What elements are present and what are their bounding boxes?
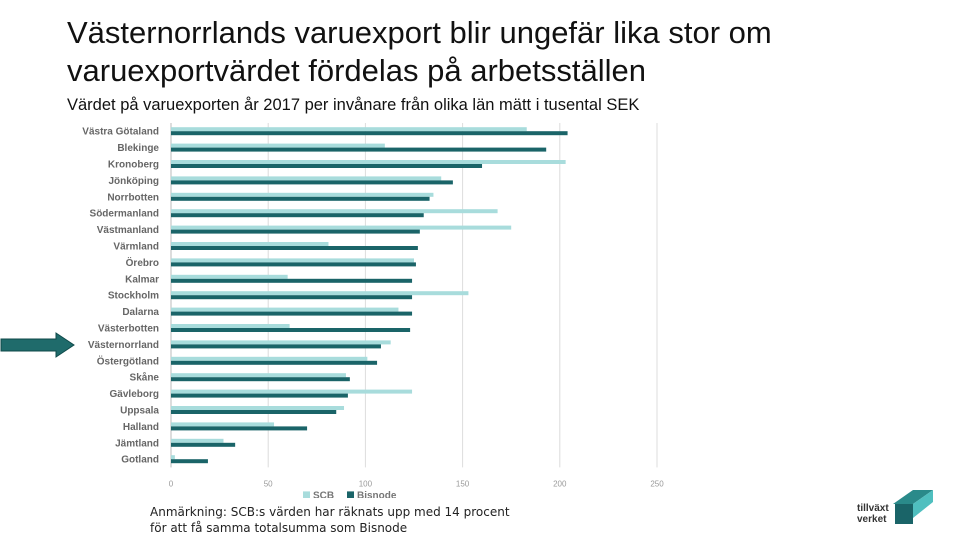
bar-scb — [171, 225, 512, 230]
x-tick-label: 100 — [359, 479, 373, 488]
category-label: Dalarna — [122, 307, 159, 318]
x-tick-label: 150 — [456, 479, 470, 488]
bar-bisnode — [171, 459, 208, 464]
bar-scb — [171, 291, 469, 296]
category-label: Örebro — [126, 256, 159, 269]
bar-bisnode — [171, 278, 413, 283]
logo-mark-icon — [893, 490, 933, 524]
bar-bisnode — [171, 442, 236, 447]
legend-swatch-scb — [303, 491, 310, 498]
bar-scb — [171, 258, 414, 263]
bar-scb — [171, 143, 385, 148]
category-label: Kronoberg — [108, 160, 159, 171]
arrow-shape — [0, 332, 75, 358]
category-label: Södermanland — [90, 209, 159, 220]
bar-bisnode — [171, 393, 348, 398]
legend-label-bisnode: Bisnode — [357, 490, 397, 498]
page-title: Västernorrlands varuexport blir ungefär … — [67, 15, 772, 88]
category-label: Östergötland — [97, 354, 159, 367]
category-label: Gävleborg — [110, 389, 159, 400]
bar-scb — [171, 455, 175, 460]
bar-scb — [171, 242, 329, 246]
bar-scb — [171, 160, 566, 164]
logo: tillväxt verket — [855, 488, 935, 528]
bar-bisnode — [171, 410, 337, 414]
x-tick-label: 50 — [264, 479, 273, 488]
bar-bisnode — [171, 131, 568, 136]
highlight-arrow-icon — [0, 332, 75, 358]
category-label: Skåne — [130, 372, 160, 384]
bar-scb — [171, 389, 413, 394]
category-label: Jämtland — [115, 438, 159, 449]
bar-bisnode — [171, 213, 424, 218]
x-tick-label: 250 — [650, 479, 664, 488]
bar-bisnode — [171, 344, 381, 349]
bar-bisnode — [171, 377, 350, 382]
bar-chart: 0 50 100 150 200 250 Västra Götaland Blekinge Kr… — [82, 123, 664, 498]
bar-scb — [171, 127, 527, 132]
category-label: Värmland — [113, 242, 159, 253]
bar-bisnode — [171, 328, 411, 332]
category-label: Blekinge — [117, 143, 159, 154]
category-label: Västra Götaland — [82, 127, 159, 138]
bar-bisnode — [171, 147, 547, 152]
x-tick-label: 0 — [169, 479, 174, 488]
bar-scb — [171, 307, 399, 312]
category-label: Västmanland — [97, 225, 159, 236]
logo-text-1: tillväxt — [857, 503, 889, 514]
bar-scb — [171, 356, 368, 361]
bar-bisnode — [171, 360, 378, 365]
bar-bisnode — [171, 426, 308, 431]
logo-text-2: verket — [857, 514, 887, 525]
category-label: Jönköping — [108, 176, 159, 187]
bar-scb — [171, 422, 275, 427]
bar-scb — [171, 373, 346, 378]
bar-bisnode — [171, 262, 416, 267]
bar-bisnode — [171, 229, 420, 234]
page-subtitle: Värdet på varuexporten år 2017 per invån… — [67, 96, 640, 114]
bar-scb — [171, 176, 442, 181]
legend-swatch-bisnode — [347, 491, 354, 498]
bar-bisnode — [171, 295, 413, 300]
category-label: Västerbotten — [98, 324, 159, 335]
x-tick-label: 200 — [553, 479, 567, 488]
bar-scb — [171, 438, 224, 443]
category-label: Uppsala — [120, 406, 159, 417]
bar-scb — [171, 406, 345, 410]
bar-scb — [171, 192, 434, 197]
category-label: Västernorrland — [88, 340, 159, 351]
bar-scb — [171, 209, 498, 214]
bar-bisnode — [171, 180, 453, 185]
bar-bisnode — [171, 164, 483, 168]
category-label: Kalmar — [125, 274, 159, 285]
category-label: Stockholm — [108, 291, 159, 302]
category-label: Norrbotten — [107, 192, 159, 203]
bar-bisnode — [171, 196, 430, 201]
bar-scb — [171, 340, 391, 345]
bar-bisnode — [171, 246, 418, 250]
footnote: Anmärkning: SCB:s värden har räknats upp… — [150, 504, 510, 536]
legend-label-scb: SCB — [313, 490, 334, 498]
bar-scb — [171, 324, 290, 328]
category-label: Halland — [123, 422, 159, 433]
category-label: Gotland — [121, 455, 159, 466]
footnote-line-1: Anmärkning: SCB:s värden har räknats upp… — [150, 505, 510, 519]
footnote-line-2: för att få samma totalsumma som Bisnode — [150, 521, 408, 535]
bar-scb — [171, 274, 288, 279]
bar-bisnode — [171, 311, 413, 316]
